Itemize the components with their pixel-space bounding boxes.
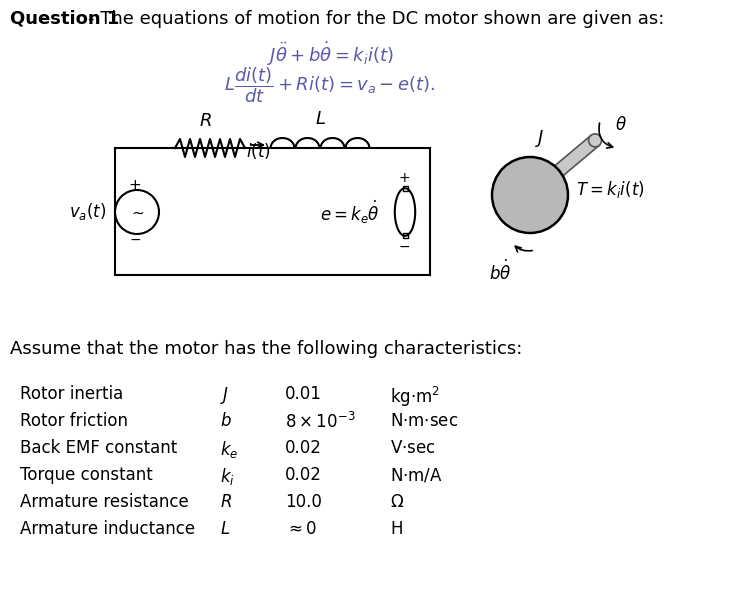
Text: $J$: $J$ xyxy=(220,385,229,406)
Text: $L\dfrac{di(t)}{dt} + Ri(t) = v_a - e(t).$: $L\dfrac{di(t)}{dt} + Ri(t) = v_a - e(t)… xyxy=(224,65,436,105)
Circle shape xyxy=(492,157,568,233)
Text: 0.01: 0.01 xyxy=(285,385,322,403)
Text: $\mathrm{N{\cdot}m/A}$: $\mathrm{N{\cdot}m/A}$ xyxy=(390,466,443,484)
Text: 10.0: 10.0 xyxy=(285,493,322,511)
Text: 0.02: 0.02 xyxy=(285,439,322,457)
Text: 0.02: 0.02 xyxy=(285,466,322,484)
Text: $b$: $b$ xyxy=(220,412,232,430)
Text: Torque constant: Torque constant xyxy=(20,466,153,484)
Text: +: + xyxy=(129,177,141,192)
Polygon shape xyxy=(526,135,599,200)
Text: Back EMF constant: Back EMF constant xyxy=(20,439,177,457)
Text: $k_i$: $k_i$ xyxy=(220,466,235,487)
Text: $8 \times 10^{-3}$: $8 \times 10^{-3}$ xyxy=(285,412,355,432)
Text: +: + xyxy=(398,171,410,185)
Text: - The equations of motion for the DC motor shown are given as:: - The equations of motion for the DC mot… xyxy=(88,10,664,28)
Text: $\sim$: $\sim$ xyxy=(129,204,145,219)
Text: $\Omega$: $\Omega$ xyxy=(390,493,404,511)
Text: $-$: $-$ xyxy=(398,239,410,253)
Text: Assume that the motor has the following characteristics:: Assume that the motor has the following … xyxy=(10,340,522,358)
Text: $L$: $L$ xyxy=(220,520,231,538)
Text: $\approx 0$: $\approx 0$ xyxy=(285,520,317,538)
Text: $\mathrm{kg{\cdot}m^2}$: $\mathrm{kg{\cdot}m^2}$ xyxy=(390,385,440,409)
Text: $\mathrm{V{\cdot}sec}$: $\mathrm{V{\cdot}sec}$ xyxy=(390,439,435,457)
Text: Rotor inertia: Rotor inertia xyxy=(20,385,123,403)
Bar xyxy=(403,233,407,239)
Text: $R$: $R$ xyxy=(220,493,232,511)
Bar xyxy=(403,186,407,191)
Text: Armature resistance: Armature resistance xyxy=(20,493,188,511)
Text: $L$: $L$ xyxy=(315,110,325,128)
Text: $\mathrm{N{\cdot}m{\cdot}sec}$: $\mathrm{N{\cdot}m{\cdot}sec}$ xyxy=(390,412,458,430)
Text: $\theta$: $\theta$ xyxy=(615,117,627,135)
Text: $J$: $J$ xyxy=(535,128,545,149)
Text: Armature inductance: Armature inductance xyxy=(20,520,195,538)
Text: $T = k_i i(t)$: $T = k_i i(t)$ xyxy=(576,180,644,201)
Text: $\mathrm{H}$: $\mathrm{H}$ xyxy=(390,520,403,538)
Text: $k_e$: $k_e$ xyxy=(220,439,238,460)
Text: Question 1: Question 1 xyxy=(10,10,120,28)
Text: $v_a(t)$: $v_a(t)$ xyxy=(69,201,107,222)
Text: $J\ddot{\theta} + b\dot{\theta} = k_i i(t)$: $J\ddot{\theta} + b\dot{\theta} = k_i i(… xyxy=(267,40,393,69)
Text: $e = k_e\dot{\theta}$: $e = k_e\dot{\theta}$ xyxy=(320,198,380,225)
Text: $R$: $R$ xyxy=(199,112,211,130)
Text: $i(t)$: $i(t)$ xyxy=(245,141,270,161)
Text: Rotor friction: Rotor friction xyxy=(20,412,128,430)
Circle shape xyxy=(589,134,602,147)
Text: $-$: $-$ xyxy=(129,232,141,246)
Text: $b\dot{\theta}$: $b\dot{\theta}$ xyxy=(488,260,511,284)
